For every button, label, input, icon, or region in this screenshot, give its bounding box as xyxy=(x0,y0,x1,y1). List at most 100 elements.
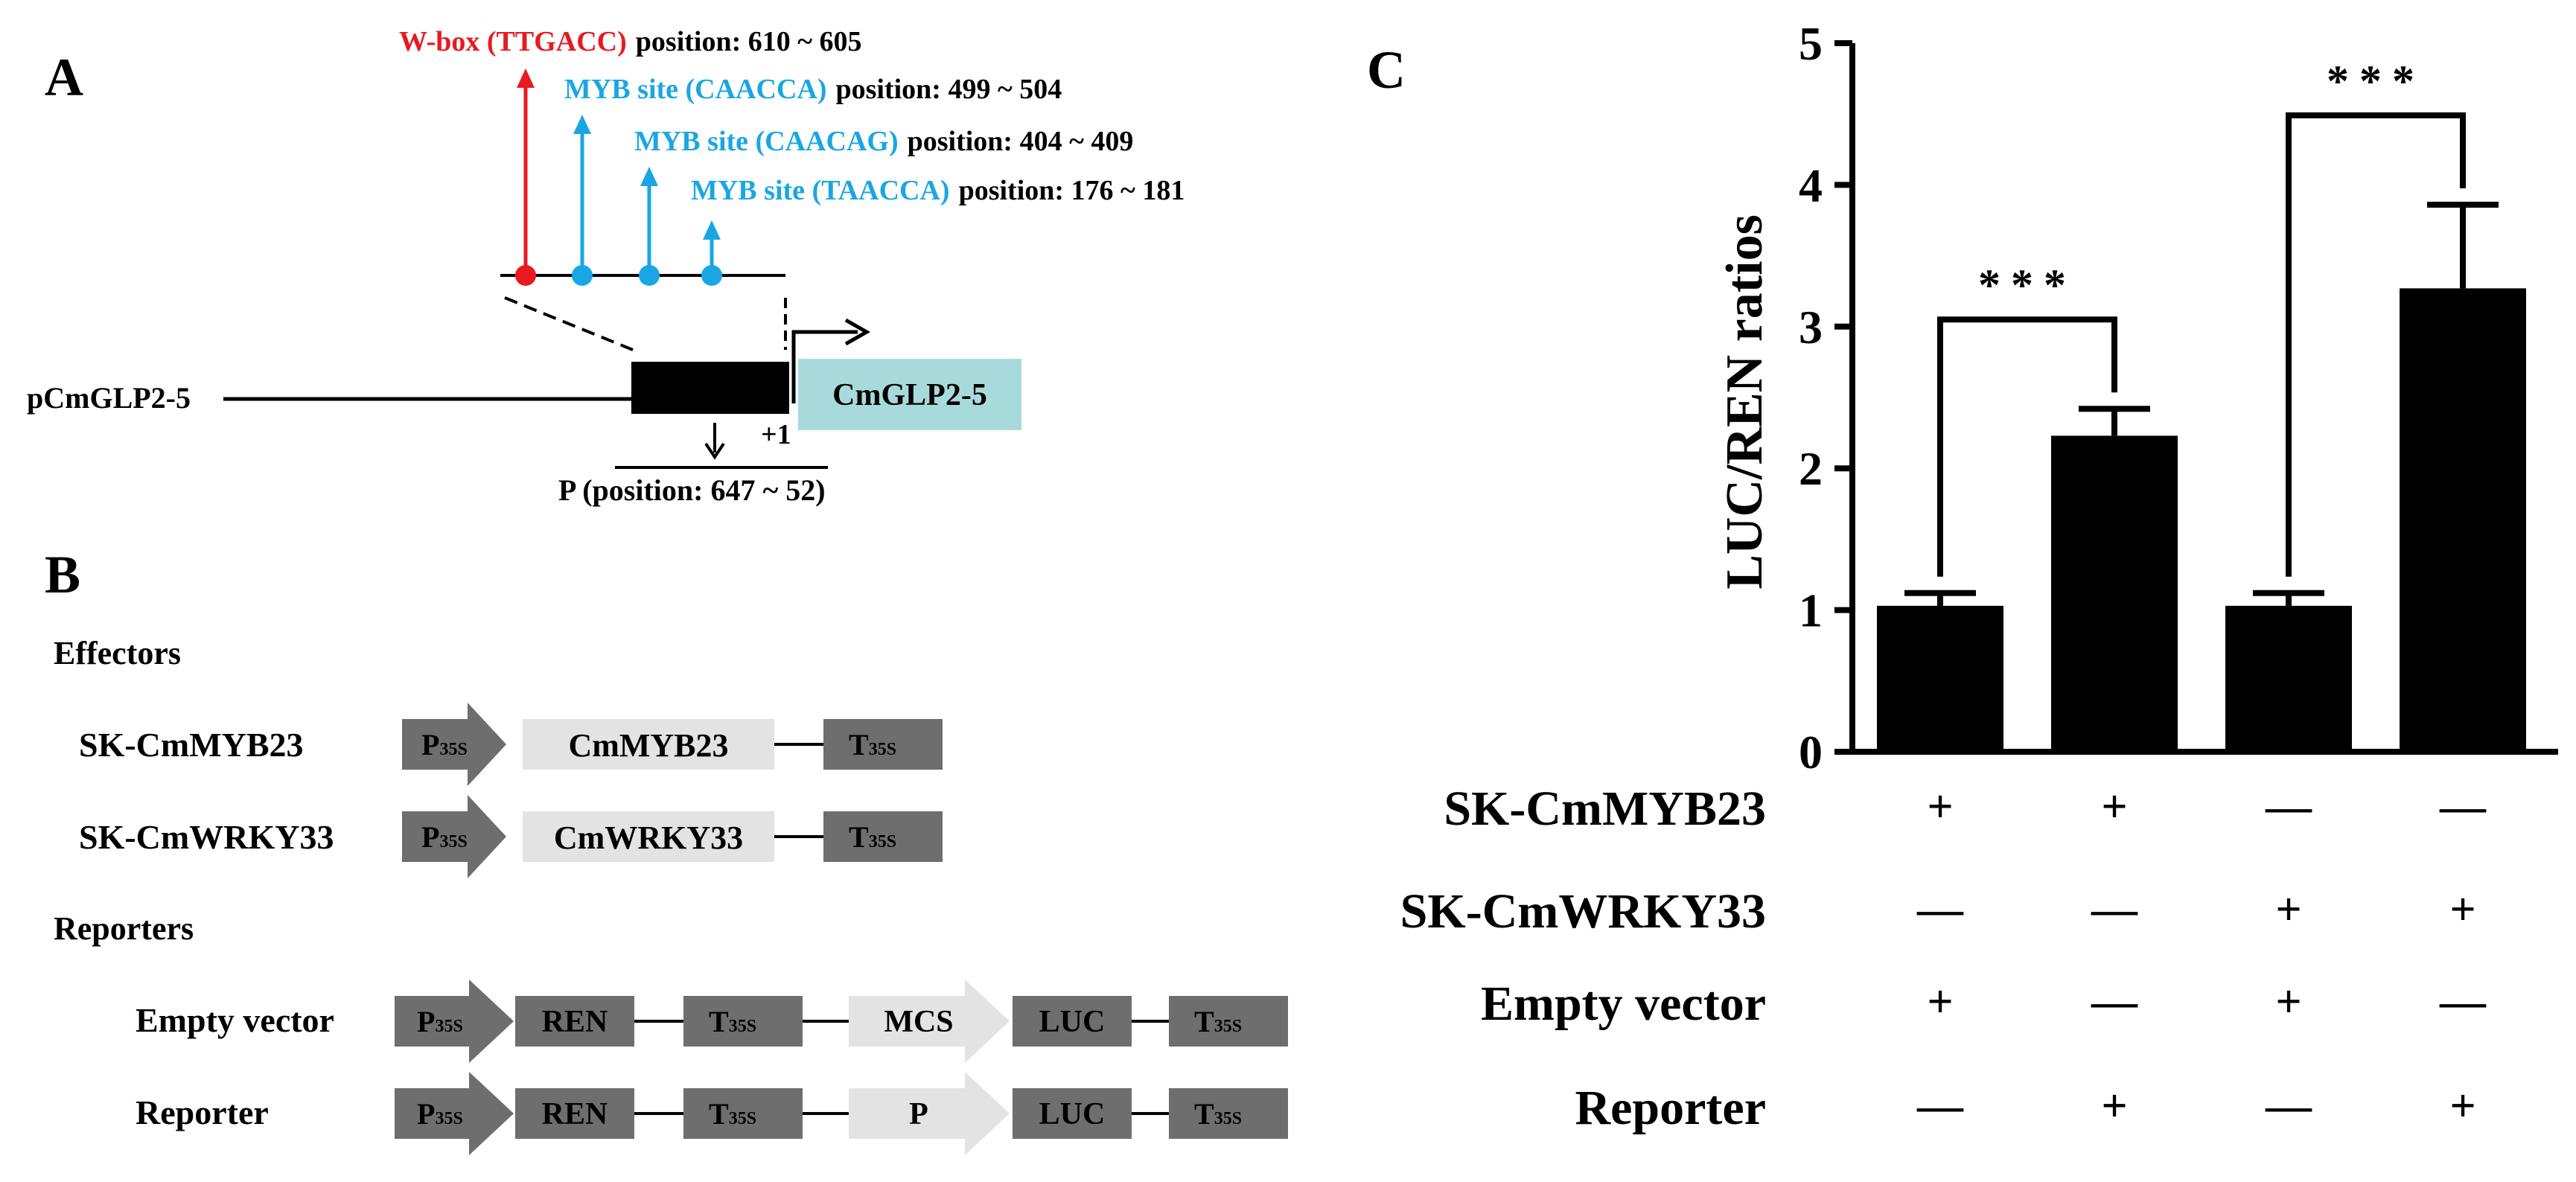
plus-mark: + xyxy=(1927,977,1953,1027)
wbox-arrowhead xyxy=(517,68,535,88)
effector-1-t35s xyxy=(823,719,943,770)
y-tick-label: 3 xyxy=(1799,301,1823,354)
effectors-heading: Effectors xyxy=(54,635,181,671)
error-bars xyxy=(1904,202,2499,606)
reporter-2-insert-label: P xyxy=(909,1097,928,1131)
reporter-1-p35s-label: P35S xyxy=(417,1005,463,1038)
y-axis-label: LUC/REN ratios xyxy=(1716,214,1773,590)
effector-2-gene xyxy=(523,811,774,862)
plus-mark: + xyxy=(2449,884,2475,935)
reporter-1-insert-label: MCS xyxy=(884,1005,953,1039)
significance-label: *** xyxy=(2327,57,2425,106)
reporter-2-t35s-1 xyxy=(683,1088,803,1139)
reporter-2-luc-label: LUC xyxy=(1039,1097,1106,1131)
site-label-myb-1: MYB site (CAACCA) position: 499 ~ 504 xyxy=(564,74,1062,105)
significance-label: *** xyxy=(1978,261,2076,310)
condition-row-label: Empty vector xyxy=(1481,977,1766,1031)
reporter-1-t35s-1 xyxy=(683,996,803,1047)
y-ticks: 0 1 2 3 4 5 xyxy=(1799,17,1852,779)
effector-1-p35s-label: P35S xyxy=(421,728,468,761)
zoom-line-left xyxy=(504,296,634,351)
effector-name-2: SK-CmWRKY33 xyxy=(79,818,334,856)
minus-mark: — xyxy=(2265,1081,2312,1131)
promoter-fragment-box xyxy=(631,362,789,414)
myb-1-position: position: 499 ~ 504 xyxy=(835,74,1062,105)
wbox-position: position: 610 ~ 605 xyxy=(636,26,862,57)
reporter-1-ren-label: REN xyxy=(542,1005,608,1039)
bar xyxy=(2225,605,2352,752)
tss-label: +1 xyxy=(761,419,791,450)
condition-row-label: Reporter xyxy=(1575,1081,1766,1135)
bar xyxy=(2051,435,2178,752)
effector-2-gene-label: CmWRKY33 xyxy=(554,820,743,856)
reporter-1-p35s xyxy=(395,980,514,1063)
effector-1-gene xyxy=(523,719,774,770)
panel-a-label: A xyxy=(45,48,83,107)
effector-2-p35s xyxy=(402,795,506,878)
myb-dot-1 xyxy=(572,265,593,286)
myb-1-name: MYB site (CAACCA) xyxy=(564,74,826,105)
wbox-name: W-box (TTGACC) xyxy=(399,26,627,57)
plus-mark: + xyxy=(2275,977,2301,1027)
effector-2-t35s xyxy=(823,811,943,862)
condition-table: SK-CmMYB23 + + — — SK-CmWRKY33 — — + + Empty vecto… xyxy=(1400,782,2487,1135)
condition-row-label: SK-CmMYB23 xyxy=(1444,782,1766,836)
condition-row-label: SK-CmWRKY33 xyxy=(1400,884,1766,939)
plus-mark: + xyxy=(2101,1081,2127,1131)
minus-mark: — xyxy=(2439,977,2487,1027)
reporter-1-t35s-1-label: T35S xyxy=(709,1005,756,1038)
bar xyxy=(1877,605,2003,752)
y-tick-label: 0 xyxy=(1799,726,1823,779)
y-tick-label: 5 xyxy=(1799,17,1823,70)
reporter-2-ren-label: REN xyxy=(542,1097,608,1131)
myb-arrowhead-2 xyxy=(640,167,658,186)
effector-2-t35s-label: T35S xyxy=(849,820,896,854)
significance-bracket xyxy=(1937,316,2117,577)
reporter-2-insert xyxy=(849,1072,1010,1155)
panel-b-label: B xyxy=(45,545,80,604)
panel-c-label: C xyxy=(1367,40,1406,100)
myb-2-name: MYB site (CAACAG) xyxy=(634,126,899,157)
reporter-1-t35s-2-label: T35S xyxy=(1194,1005,1242,1038)
reporter-1-insert xyxy=(849,980,1010,1063)
effector-1-p35s xyxy=(402,703,506,786)
myb-3-position: position: 176 ~ 181 xyxy=(959,175,1185,206)
reporter-1-t35s-2 xyxy=(1169,996,1288,1047)
reporter-2-t35s-2 xyxy=(1169,1088,1288,1139)
reporter-2-t35s-2-label: T35S xyxy=(1194,1097,1242,1131)
y-tick-label: 4 xyxy=(1799,159,1823,211)
y-tick-label: 1 xyxy=(1799,584,1823,637)
significance-bracket xyxy=(2286,112,2466,577)
panel-b: B Effectors SK-CmMYB23 P35S CmMYB23 T35S… xyxy=(45,545,1288,1155)
effector-name-1: SK-CmMYB23 xyxy=(79,726,304,764)
tss-arrowhead xyxy=(844,318,871,346)
minus-mark: — xyxy=(2439,782,2487,832)
effector-1-t35s-label: T35S xyxy=(849,728,896,761)
tss-arrow xyxy=(791,330,858,403)
reporter-name-2: Reporter xyxy=(136,1093,269,1131)
reporters-heading: Reporters xyxy=(54,910,194,947)
reporter-1-luc xyxy=(1013,996,1132,1047)
wbox-dot xyxy=(515,265,536,286)
minus-mark: — xyxy=(1916,1081,1964,1131)
minus-mark: — xyxy=(2091,977,2138,1027)
panel-c: C LUC/REN ratios 0 1 2 3 4 5 *** *** SK-CmMYB2… xyxy=(1367,17,2558,1135)
plus-mark: + xyxy=(2101,782,2127,832)
minus-mark: — xyxy=(2265,782,2312,832)
promoter-name: pCmGLP2-5 xyxy=(27,381,191,415)
reporter-2-ren xyxy=(515,1088,634,1139)
panel-a: A W-box (TTGACC) position: 610 ~ 605 MYB … xyxy=(27,26,1185,507)
myb-2-position: position: 404 ~ 409 xyxy=(908,126,1134,157)
plus-mark: + xyxy=(2275,884,2301,935)
reporter-1-luc-label: LUC xyxy=(1039,1005,1106,1039)
myb-dot-2 xyxy=(639,265,660,286)
reporter-2-luc xyxy=(1013,1088,1132,1139)
myb-dot-3 xyxy=(701,265,722,286)
site-label-myb-3: MYB site (TAACCA) position: 176 ~ 181 xyxy=(691,175,1185,206)
myb-3-name: MYB site (TAACCA) xyxy=(691,175,950,206)
effector-2-p35s-label: P35S xyxy=(421,820,468,854)
myb-arrowhead-3 xyxy=(703,220,721,240)
significance-brackets: *** *** xyxy=(1937,57,2466,577)
myb-arrowhead-1 xyxy=(573,115,591,134)
reporter-2-p35s-label: P35S xyxy=(417,1097,463,1131)
